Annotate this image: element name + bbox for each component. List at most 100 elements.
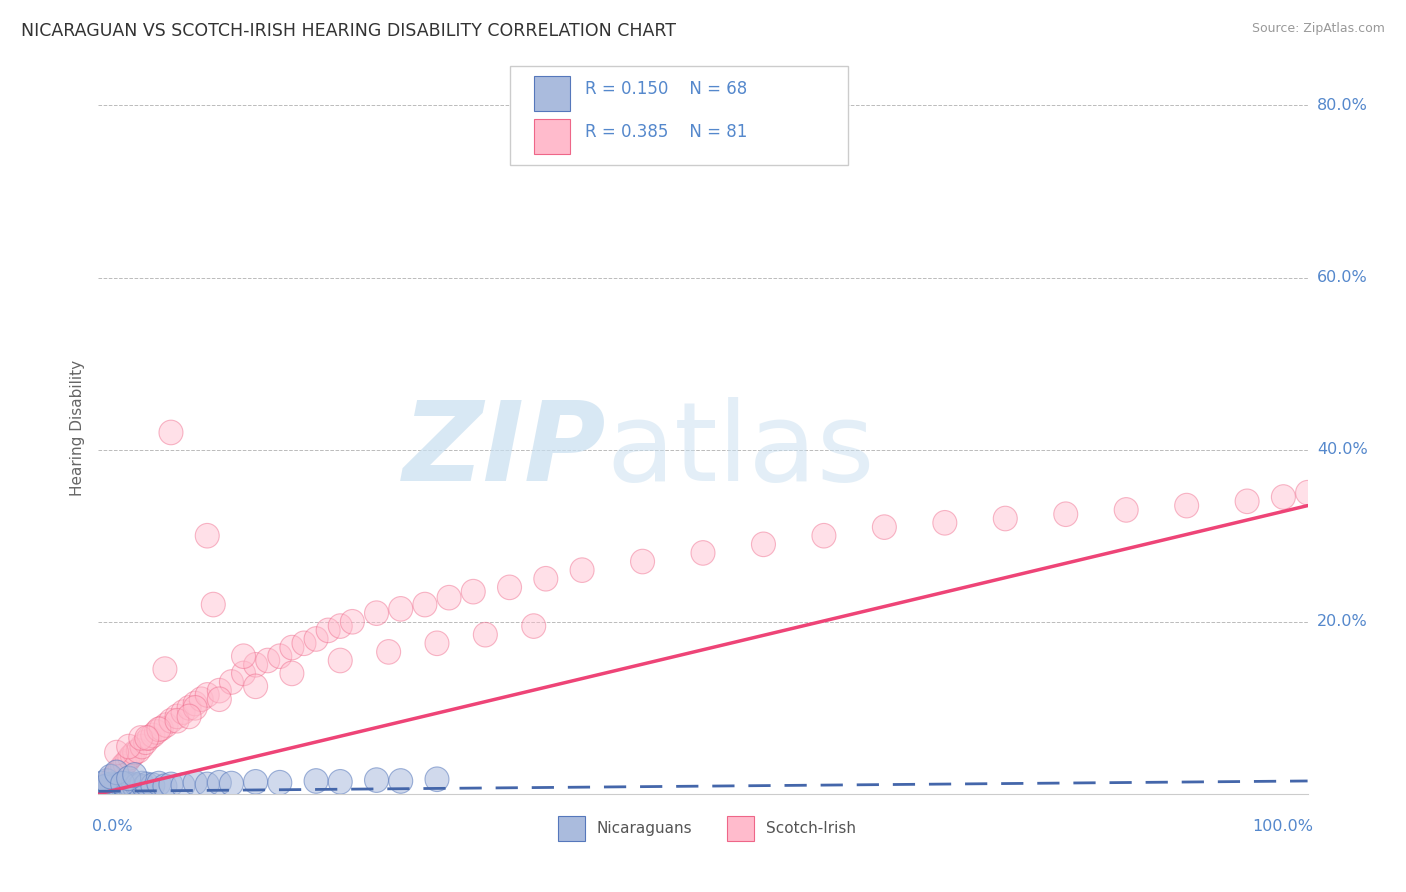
Ellipse shape xyxy=(111,774,135,799)
Ellipse shape xyxy=(103,777,127,802)
Ellipse shape xyxy=(425,631,449,656)
Ellipse shape xyxy=(97,776,121,801)
Ellipse shape xyxy=(195,682,219,707)
Ellipse shape xyxy=(243,674,267,698)
Ellipse shape xyxy=(183,771,207,795)
Ellipse shape xyxy=(522,614,546,639)
Ellipse shape xyxy=(128,774,152,798)
Ellipse shape xyxy=(316,618,340,642)
Ellipse shape xyxy=(101,776,125,801)
Ellipse shape xyxy=(117,773,141,797)
Ellipse shape xyxy=(267,644,292,668)
Text: R = 0.150    N = 68: R = 0.150 N = 68 xyxy=(585,80,747,98)
Ellipse shape xyxy=(177,704,201,729)
Ellipse shape xyxy=(425,767,449,791)
Ellipse shape xyxy=(97,773,121,797)
FancyBboxPatch shape xyxy=(534,119,569,153)
Text: 20.0%: 20.0% xyxy=(1317,615,1368,629)
Ellipse shape xyxy=(153,774,177,798)
Ellipse shape xyxy=(110,772,134,797)
Ellipse shape xyxy=(993,507,1018,531)
Ellipse shape xyxy=(96,778,120,803)
Ellipse shape xyxy=(364,768,388,792)
Ellipse shape xyxy=(1053,502,1078,526)
Text: 40.0%: 40.0% xyxy=(1317,442,1368,458)
Ellipse shape xyxy=(474,623,498,647)
Ellipse shape xyxy=(437,585,461,610)
Ellipse shape xyxy=(93,779,117,804)
Ellipse shape xyxy=(112,751,136,776)
Ellipse shape xyxy=(153,657,177,681)
Ellipse shape xyxy=(118,746,142,770)
Ellipse shape xyxy=(630,549,655,574)
Ellipse shape xyxy=(121,743,145,767)
Ellipse shape xyxy=(96,775,120,800)
Ellipse shape xyxy=(96,773,120,797)
Text: NICARAGUAN VS SCOTCH-IRISH HEARING DISABILITY CORRELATION CHART: NICARAGUAN VS SCOTCH-IRISH HEARING DISAB… xyxy=(21,22,676,40)
Text: Scotch-Irish: Scotch-Irish xyxy=(766,822,856,836)
Ellipse shape xyxy=(94,777,120,802)
Ellipse shape xyxy=(115,749,139,773)
Ellipse shape xyxy=(243,653,267,677)
Ellipse shape xyxy=(165,708,188,733)
Ellipse shape xyxy=(111,772,135,796)
Ellipse shape xyxy=(117,766,141,790)
Text: R = 0.385    N = 81: R = 0.385 N = 81 xyxy=(585,123,747,141)
Ellipse shape xyxy=(195,772,219,797)
Ellipse shape xyxy=(256,648,280,673)
Ellipse shape xyxy=(146,717,172,741)
Ellipse shape xyxy=(328,648,353,673)
Ellipse shape xyxy=(172,700,195,724)
Y-axis label: Hearing Disability: Hearing Disability xyxy=(70,360,86,496)
Ellipse shape xyxy=(751,532,776,557)
Ellipse shape xyxy=(90,777,114,802)
Ellipse shape xyxy=(159,420,183,445)
Text: Nicaraguans: Nicaraguans xyxy=(596,822,692,836)
Ellipse shape xyxy=(120,774,143,798)
Ellipse shape xyxy=(534,566,558,591)
Ellipse shape xyxy=(94,769,120,793)
Ellipse shape xyxy=(103,774,127,799)
Ellipse shape xyxy=(108,757,132,782)
Ellipse shape xyxy=(117,734,141,759)
Ellipse shape xyxy=(125,773,149,797)
Ellipse shape xyxy=(104,773,128,797)
Ellipse shape xyxy=(498,575,522,599)
Ellipse shape xyxy=(98,774,122,799)
Ellipse shape xyxy=(141,723,165,747)
Ellipse shape xyxy=(122,740,146,764)
Ellipse shape xyxy=(388,597,413,621)
Ellipse shape xyxy=(377,640,401,665)
Ellipse shape xyxy=(98,777,122,802)
Ellipse shape xyxy=(388,769,413,793)
Ellipse shape xyxy=(1234,489,1260,514)
Ellipse shape xyxy=(122,774,146,799)
Ellipse shape xyxy=(159,708,183,733)
Text: Source: ZipAtlas.com: Source: ZipAtlas.com xyxy=(1251,22,1385,36)
Ellipse shape xyxy=(91,775,115,800)
Ellipse shape xyxy=(114,772,138,796)
Text: ZIP: ZIP xyxy=(402,397,606,504)
Ellipse shape xyxy=(165,704,188,729)
Ellipse shape xyxy=(93,776,117,801)
Ellipse shape xyxy=(94,774,118,799)
Ellipse shape xyxy=(141,773,165,797)
Ellipse shape xyxy=(207,687,232,712)
Ellipse shape xyxy=(1295,481,1320,505)
Ellipse shape xyxy=(177,696,201,720)
Ellipse shape xyxy=(159,772,183,797)
Ellipse shape xyxy=(122,763,146,788)
FancyBboxPatch shape xyxy=(534,76,569,111)
Ellipse shape xyxy=(98,769,122,793)
Ellipse shape xyxy=(292,631,316,656)
Ellipse shape xyxy=(104,760,128,785)
Ellipse shape xyxy=(105,774,129,799)
Ellipse shape xyxy=(872,515,897,540)
Ellipse shape xyxy=(207,771,232,795)
Ellipse shape xyxy=(569,558,595,582)
Ellipse shape xyxy=(134,730,157,755)
Ellipse shape xyxy=(94,778,118,803)
Ellipse shape xyxy=(364,601,388,625)
FancyBboxPatch shape xyxy=(509,66,848,165)
Ellipse shape xyxy=(145,720,169,744)
